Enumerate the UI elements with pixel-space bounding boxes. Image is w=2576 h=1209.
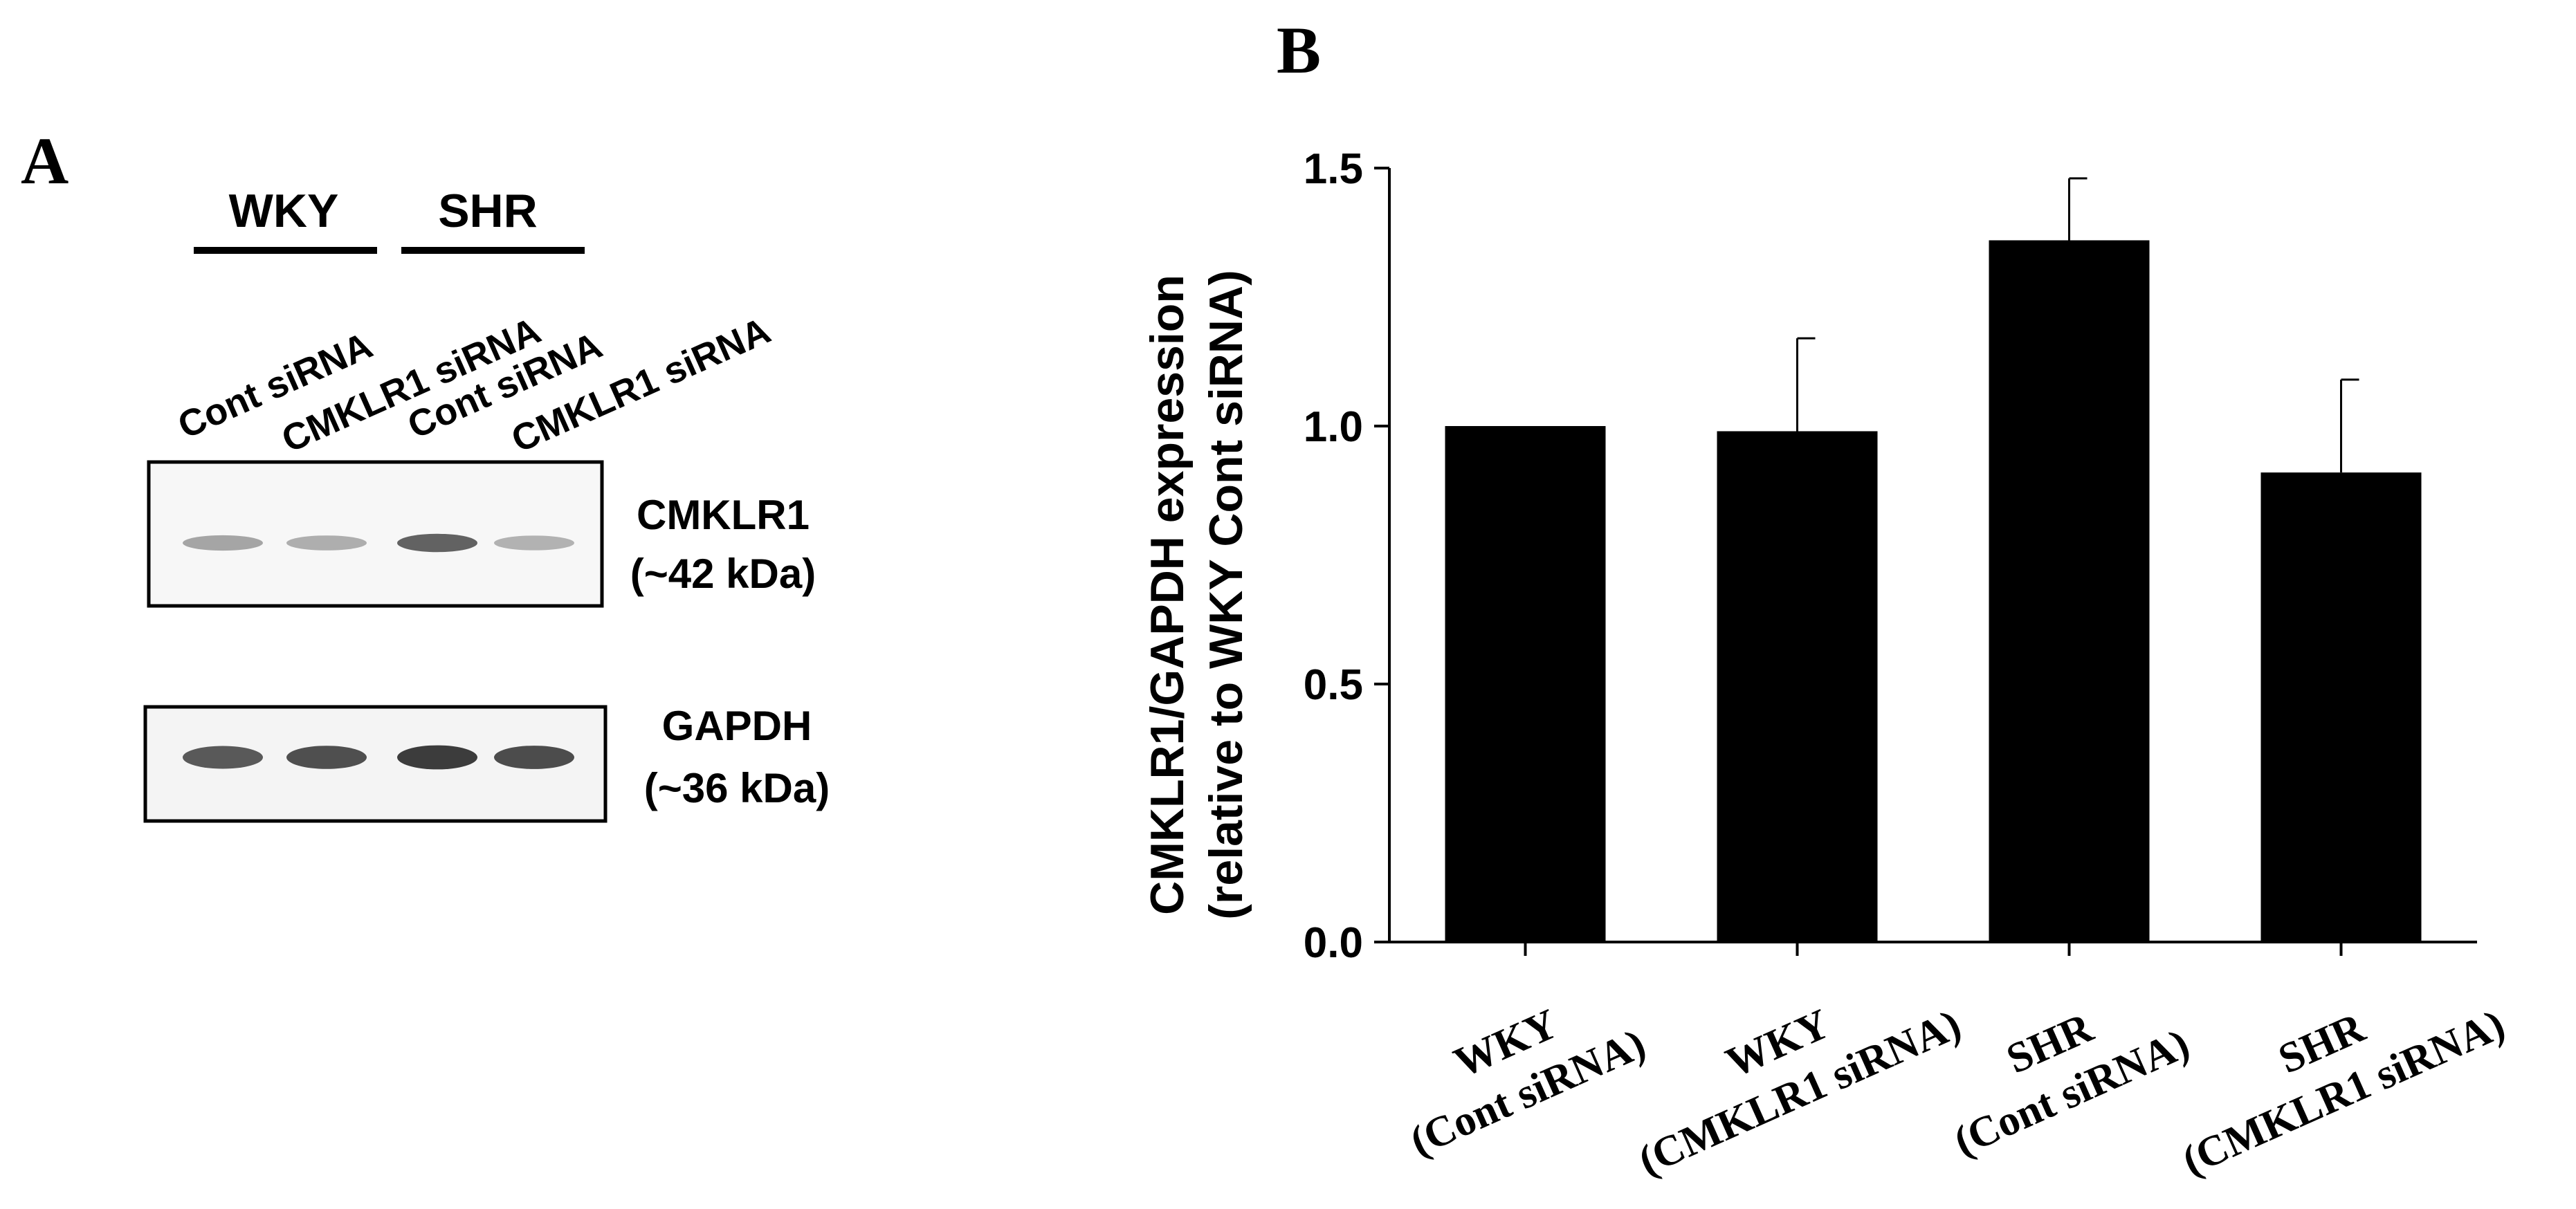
band-gapdh-lane-4: [494, 746, 574, 769]
band-cmklr1-lane-3: [397, 533, 477, 553]
panel-a: A WKY SHR Cont siRNA CMKLR1 siRNA Cont s…: [21, 124, 830, 823]
band-gapdh-lane-2: [286, 746, 367, 769]
panel-b-letter: B: [1277, 13, 1321, 87]
bar-2: [1717, 431, 1878, 942]
band-gapdh-lane-3: [397, 745, 477, 770]
bar-chart: 0.0 0.5 1.0 1.5 WKY(Cont siRNA) WKY(CMKLR1 si…: [1304, 145, 2512, 1185]
blot-cmklr1: [147, 460, 604, 608]
y-tick-label: 1.0: [1304, 403, 1363, 451]
panel-a-letter: A: [21, 124, 68, 198]
x-tick-label-4: SHR(CMKLR1 siRNA): [2154, 952, 2512, 1185]
panel-b: B CMKLR1/GAPDH expression (relative to W…: [1141, 13, 2512, 1185]
group-label-shr: SHR: [438, 185, 538, 237]
y-tick-label: 1.5: [1304, 145, 1363, 193]
band-cmklr1-lane-1: [183, 535, 263, 551]
group-label-wky: WKY: [229, 185, 339, 237]
band-cmklr1-lane-4: [494, 535, 574, 551]
y-axis-title-line-1: CMKLR1/GAPDH expression: [1141, 275, 1194, 915]
x-tick-label-1: WKY(Cont siRNA): [1382, 971, 1652, 1165]
band-gapdh-lane-1: [183, 746, 263, 769]
x-tick-label-2: WKY(CMKLR1 siRNA): [1610, 952, 1968, 1185]
blot-gapdh-protein: GAPDH: [662, 703, 812, 749]
y-axis-title-line-2: (relative to WKY Cont siRNA): [1200, 270, 1252, 919]
y-tick-label: 0.5: [1304, 661, 1363, 709]
blot-cmklr1-size: (~42 kDa): [630, 551, 816, 597]
x-tick-label-3: SHR(Cont siRNA): [1926, 971, 2196, 1165]
y-tick-label: 0.0: [1304, 919, 1363, 967]
bar-3: [1989, 240, 2150, 942]
blot-cmklr1-bands: [183, 533, 574, 553]
bar-1: [1445, 426, 1606, 942]
bar-4: [2260, 472, 2422, 942]
band-cmklr1-lane-2: [286, 535, 367, 551]
blot-gapdh-bands: [183, 745, 574, 770]
blot-gapdh-size: (~36 kDa): [644, 765, 830, 811]
blot-cmklr1-protein: CMKLR1: [637, 492, 810, 538]
